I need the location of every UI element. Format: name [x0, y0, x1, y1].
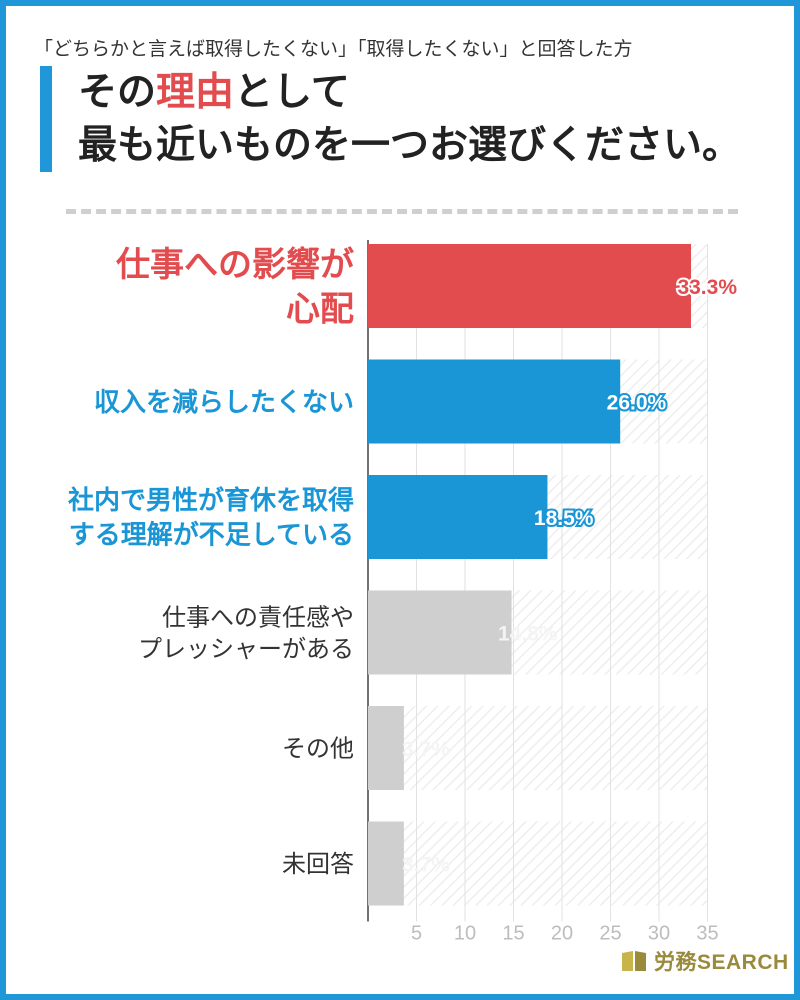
category-label-line: プレッシャーがある	[138, 635, 354, 663]
brand-name: 労務SEARCH	[654, 951, 789, 974]
bar-2	[368, 359, 621, 444]
category-label-line: 心配	[286, 290, 354, 330]
book-logo-icon	[622, 951, 646, 971]
category-label: その他	[282, 735, 354, 763]
category-label-line: 社内で男性が育休を取得	[68, 485, 354, 516]
chart-category-labels: 仕事への影響が心配収入を減らしたくない社内で男性が育休を取得する理解が不足してい…	[68, 245, 354, 878]
x-tick-label: 25	[599, 923, 621, 945]
bar-5	[368, 706, 404, 790]
chart-value-labels: 33.3% 26.0% 18.5% 14.8% 3.7% 3.7%	[402, 274, 739, 877]
category-label: 仕事への責任感やプレッシャーがある	[138, 603, 354, 663]
x-tick-label: 35	[696, 923, 718, 945]
question-title-line-1: その理由として	[78, 66, 778, 119]
x-tick-label: 5	[411, 923, 422, 945]
category-label-line: その他	[282, 735, 354, 763]
brand-logo: 労務SEARCH	[620, 947, 789, 975]
category-label: 社内で男性が育休を取得する理解が不足している	[68, 485, 354, 550]
chart-x-ticks: 5 10 15 20 25 30 35	[411, 923, 719, 945]
category-label: 仕事への影響が心配	[116, 245, 354, 330]
value-label: 3.7%	[402, 738, 450, 761]
value-label: 33.3%	[677, 276, 737, 299]
x-tick-label: 30	[648, 923, 670, 945]
category-label-line: 仕事への責任感や	[162, 603, 354, 631]
title-accent-bar	[40, 66, 52, 172]
value-label: 3.7%	[402, 854, 450, 877]
chart-background	[368, 244, 708, 906]
question-title-line-2: 最も近いものを一つお選びください。	[78, 123, 742, 168]
category-label-line: 収入を減らしたくない	[94, 388, 354, 418]
title-accent-word: 理由	[156, 70, 235, 115]
title-pre: その	[78, 70, 157, 115]
bar-1	[368, 244, 692, 328]
bar-3	[368, 475, 548, 559]
bar-track	[368, 706, 708, 790]
category-label-line: 仕事への影響が	[116, 245, 354, 285]
chart-bars	[368, 244, 692, 906]
x-tick-label: 15	[502, 923, 524, 945]
chart-gridlines	[367, 240, 708, 922]
value-label: 26.0%	[607, 392, 667, 415]
survey-condition-subtitle: 「どちらかと言えば取得したくない」「取得したくない」と回答した方	[34, 38, 633, 60]
x-tick-label: 10	[454, 923, 476, 945]
bar-4	[368, 590, 512, 675]
question-title: その理由として 最も近いものを一つお選びください。	[78, 66, 778, 172]
category-label: 未回答	[282, 850, 354, 878]
dashed-divider	[66, 209, 738, 214]
bar-6	[368, 821, 404, 906]
category-label-line: する理解が不足している	[69, 520, 354, 551]
value-label: 14.8%	[498, 623, 558, 646]
category-label-line: 未回答	[282, 850, 354, 878]
title-post: として	[234, 70, 350, 115]
category-label: 収入を減らしたくない	[94, 388, 354, 418]
value-label: 18.5%	[534, 507, 594, 530]
x-tick-label: 20	[551, 923, 573, 945]
bar-track	[368, 821, 708, 906]
